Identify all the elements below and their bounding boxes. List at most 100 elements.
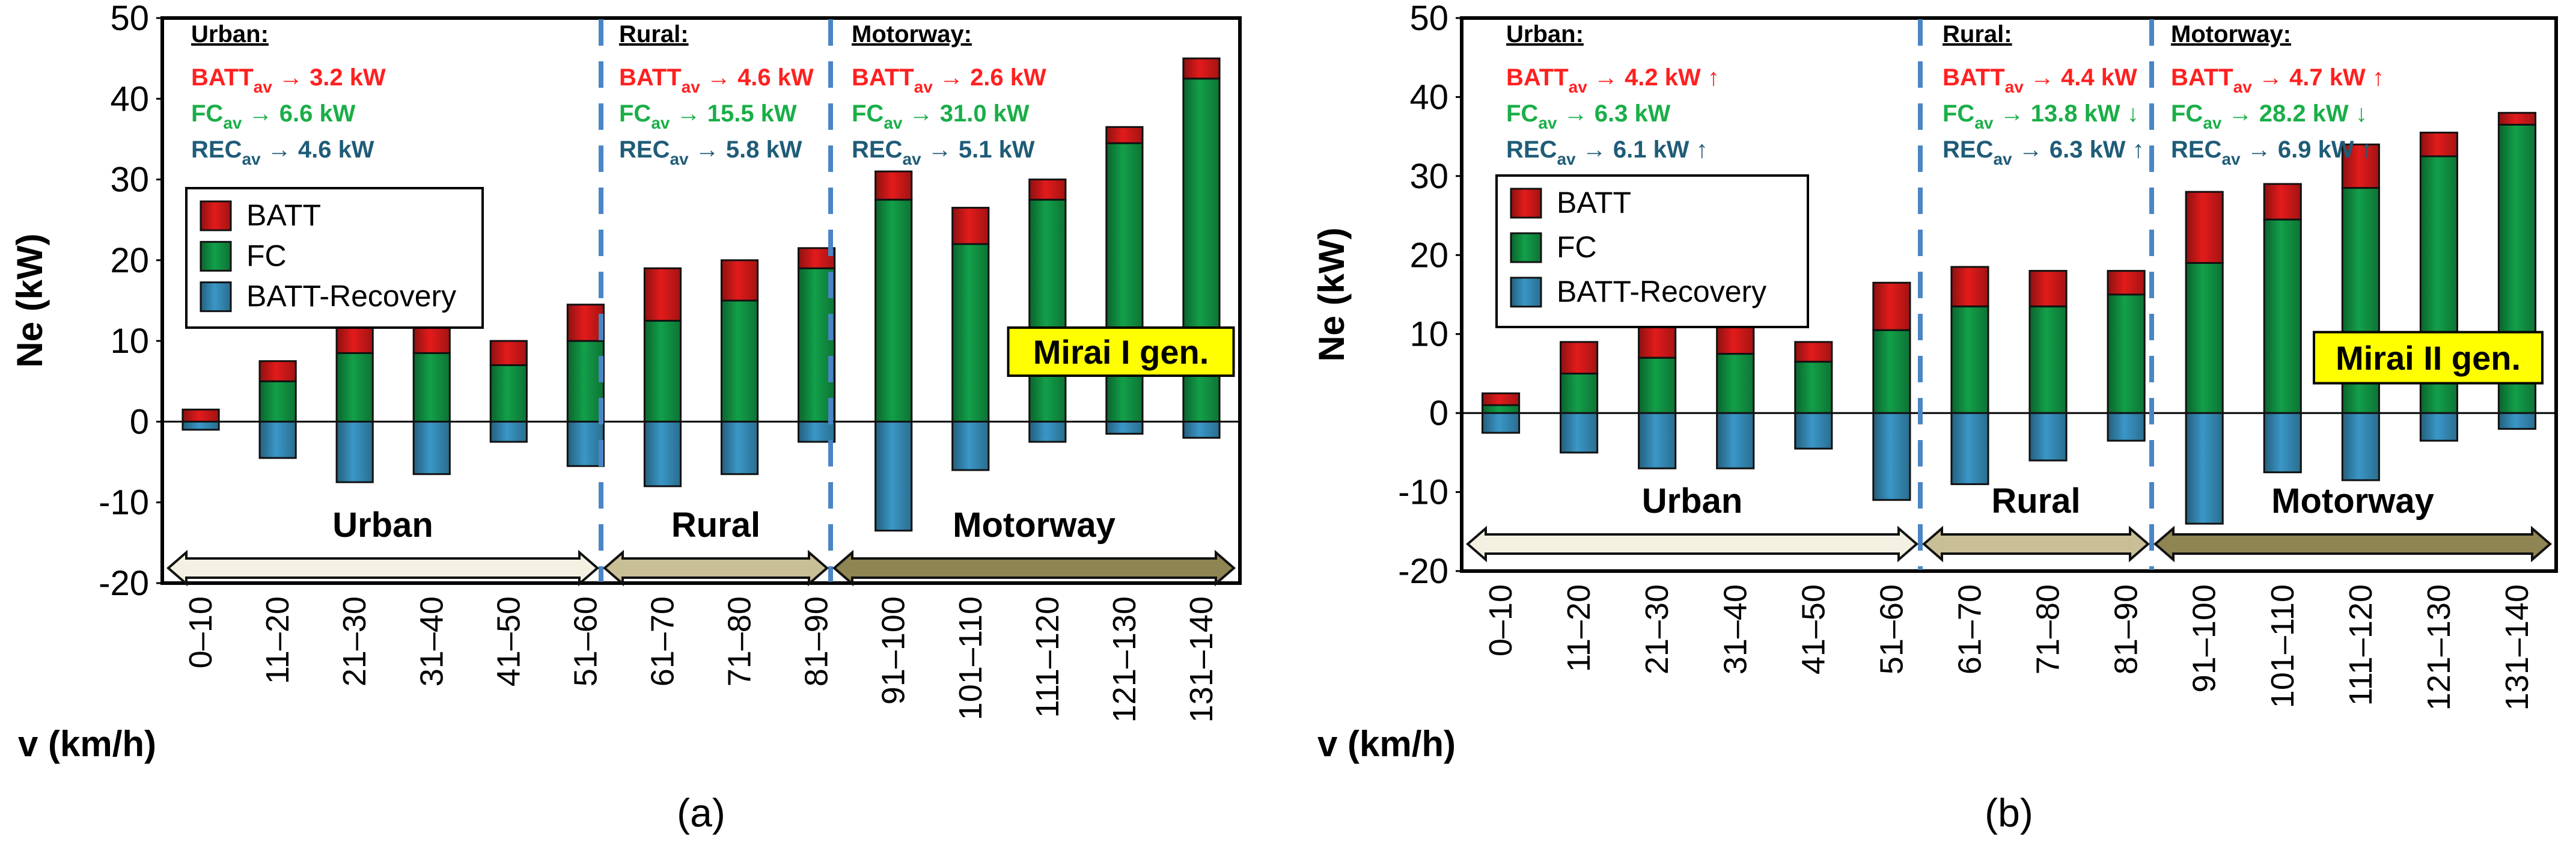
arrow-symbol: →: [1993, 100, 2030, 127]
legend-swatch-fc: [1510, 232, 1542, 263]
x-tick-label: 71–80: [2030, 584, 2066, 674]
average-value: 6.3 kW: [2050, 136, 2126, 163]
bar-fc: [1716, 353, 1755, 414]
x-tick-label: 91–100: [2187, 584, 2223, 693]
subscript-av: av: [2221, 150, 2241, 168]
legend-swatch-rec: [200, 281, 232, 313]
x-tick-label: 11–20: [1561, 584, 1597, 672]
subscript-av: av: [651, 114, 670, 132]
quantity-symbol: REC: [2171, 136, 2221, 163]
subscript-av: av: [2005, 78, 2024, 96]
bar-batt: [1028, 179, 1067, 201]
arrow-symbol: →: [902, 100, 939, 127]
rural-rec-average: RECav → 5.8 kW: [619, 136, 802, 168]
y-tick-label: -20: [1398, 552, 1448, 591]
motorway-range-arrow: [2153, 525, 2553, 563]
y-axis-label: Ne (kW): [1311, 227, 1352, 361]
bar-fc: [566, 340, 605, 423]
bar-batt-recovery: [798, 420, 836, 443]
average-value: 13.8 kW: [2031, 100, 2120, 127]
quantity-symbol: REC: [1506, 136, 1557, 163]
urban-range-arrow: [166, 549, 600, 587]
x-tick-label: 21–30: [337, 596, 373, 686]
rural-fc-average: FCav → 13.8 kW ↓: [1943, 100, 2139, 132]
legend-swatch-batt: [200, 200, 232, 231]
subscript-av: av: [1557, 150, 1576, 168]
bar-batt: [720, 259, 759, 302]
bar-batt: [643, 267, 682, 322]
motorway-rec-average: RECav → 5.1 kW: [852, 136, 1035, 168]
motorway-range-arrow: [832, 549, 1236, 587]
bar-fc: [1028, 198, 1067, 423]
quantity-symbol: FC: [852, 100, 884, 127]
average-value: 4.6 kW: [298, 136, 374, 163]
quantity-symbol: BATT: [1506, 64, 1569, 91]
bar-batt-recovery: [1716, 412, 1755, 469]
x-tick-label: 111–120: [2343, 584, 2379, 706]
bar-batt-recovery: [2028, 412, 2068, 462]
bar-batt-recovery: [1182, 420, 1221, 439]
bar-batt-recovery: [643, 420, 682, 488]
x-tick-label: 41–50: [1795, 584, 1831, 674]
urban-fc-average: FCav → 6.6 kW: [191, 100, 356, 132]
average-value: 28.2 kW: [2259, 100, 2349, 127]
arrow-symbol: →: [2241, 136, 2278, 163]
urban-section-title: Urban:: [191, 21, 269, 47]
bar-batt: [1950, 266, 1989, 308]
bar-batt-recovery: [335, 420, 374, 483]
panel-label: (a): [677, 790, 725, 835]
bar-fc: [2185, 261, 2224, 414]
quantity-symbol: REC: [852, 136, 902, 163]
bar-fc: [1105, 142, 1144, 423]
average-value: 6.9 kW: [2278, 136, 2354, 163]
legend-entry: BATT-Recovery: [1557, 275, 1766, 308]
urban-batt-average: BATTav → 4.2 kW ↑: [1506, 64, 1720, 96]
y-tick-label: -10: [99, 483, 149, 522]
model-badge-label: Mirai I gen.: [1033, 333, 1209, 371]
legend-entry: BATT: [246, 198, 321, 232]
bar-batt-recovery: [258, 420, 297, 459]
subscript-av: av: [1974, 114, 1994, 132]
bar-fc: [1560, 372, 1599, 414]
motorway-batt-average: BATTav → 4.7 kW ↑: [2171, 64, 2384, 96]
trend-arrow: ↑: [2126, 136, 2144, 163]
rural-range-label: Rural: [1991, 482, 2080, 521]
motorway-range-label: Motorway: [2271, 482, 2434, 521]
average-value: 31.0 kW: [940, 100, 1030, 127]
bar-fc: [874, 198, 913, 423]
panel-label: (b): [1985, 790, 2033, 835]
average-value: 4.4 kW: [2061, 64, 2137, 91]
y-tick-label: 50: [110, 0, 149, 38]
subscript-av: av: [254, 78, 273, 96]
bar-batt: [951, 207, 990, 245]
motorway-section-title: Motorway:: [2171, 21, 2291, 47]
quantity-symbol: BATT: [2171, 64, 2233, 91]
motorway-range-label: Motorway: [953, 506, 1116, 545]
bar-batt-recovery: [874, 420, 913, 532]
bar-batt: [1182, 57, 1221, 80]
legend: BATT FC BATT-Recovery: [1495, 174, 1809, 328]
bar-batt: [566, 304, 605, 342]
rural-range-label: Rural: [671, 506, 760, 545]
rural-section-title: Rural:: [619, 21, 689, 47]
quantity-symbol: BATT: [619, 64, 682, 91]
average-value: 4.7 kW: [2289, 64, 2366, 91]
x-tick-label: 121–130: [2421, 584, 2457, 711]
bar-fc: [1950, 305, 1989, 414]
x-tick-label: 51–60: [567, 596, 603, 686]
bar-batt-recovery: [951, 420, 990, 471]
bar-batt-recovery: [720, 420, 759, 475]
x-tick-label: 21–30: [1639, 584, 1675, 674]
x-tick-label: 11–20: [260, 596, 296, 684]
y-tick-label: 0: [1429, 394, 1448, 433]
rural-range-arrow: [1921, 525, 2150, 563]
trend-arrow: ↑: [2366, 64, 2384, 91]
average-value: 5.8 kW: [726, 136, 802, 163]
arrow-symbol: →: [700, 64, 737, 91]
urban-section-title: Urban:: [1506, 21, 1584, 47]
quantity-symbol: BATT: [191, 64, 254, 91]
subscript-av: av: [914, 78, 933, 96]
arrow-symbol: →: [689, 136, 726, 163]
x-tick-label: 81–90: [2108, 584, 2144, 674]
